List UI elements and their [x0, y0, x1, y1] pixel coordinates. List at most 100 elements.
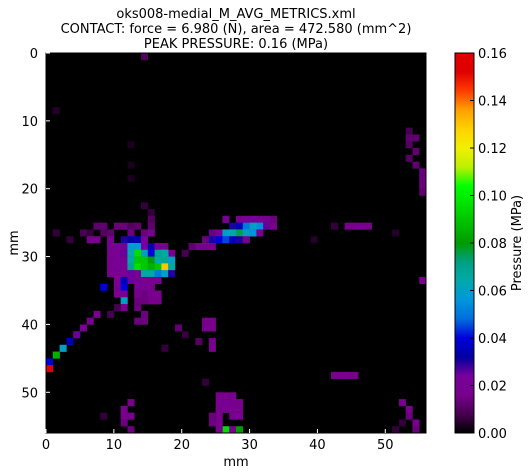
y-tick-label: 10 [21, 115, 38, 130]
heatmap-cell [141, 263, 149, 271]
heatmap-cell [107, 229, 115, 237]
heatmap-cell [127, 141, 135, 149]
colorbar-ticks: 0.00 0.02 0.04 0.06 0.08 0.10 0.12 0.14 0.16 [470, 47, 507, 442]
heatmap-cell [134, 276, 142, 285]
heatmap-cell [113, 222, 121, 230]
x-tick-label: 50 [377, 438, 394, 453]
heatmap-cell [147, 243, 155, 251]
heatmap-cell [202, 378, 210, 386]
heatmap-cell [147, 276, 155, 285]
heatmap-cell [236, 229, 244, 237]
x-tick-label: 40 [309, 438, 326, 453]
y-tick-label: 30 [21, 251, 38, 266]
heatmap-cell [120, 236, 128, 244]
heatmap-cell [195, 338, 203, 346]
heatmap-cell [405, 134, 413, 142]
heatmap-cell [215, 405, 223, 413]
heatmap-cell [46, 365, 54, 373]
heatmap-cell [222, 405, 230, 413]
heatmap-cell [120, 405, 128, 413]
heatmap-cell [134, 304, 142, 312]
title-line-3: PEAK PRESSURE: 0.16 (MPa) [144, 37, 328, 52]
y-axis-ticks: 0 10 20 30 40 50 [21, 47, 50, 401]
heatmap-cell [236, 399, 244, 407]
heatmap-cell [412, 419, 420, 427]
heatmap-cell [134, 256, 142, 264]
heatmap-cell [168, 249, 176, 257]
heatmap-cell [161, 256, 169, 264]
heatmap-cell [242, 215, 250, 223]
heatmap-cell [222, 229, 230, 237]
heatmap-cell [419, 276, 427, 285]
heatmap-cell [331, 222, 339, 230]
y-tick-label: 0 [30, 47, 38, 62]
heatmap-cell [147, 290, 155, 298]
heatmap-cell [141, 317, 149, 325]
heatmap-cell [229, 412, 237, 420]
heatmap-cell [73, 331, 81, 339]
heatmap-cell [86, 317, 94, 325]
heatmap-cell [161, 243, 169, 251]
heatmap-cell [107, 243, 115, 251]
heatmap-cell [236, 236, 244, 244]
heatmap-cell [236, 222, 244, 230]
heatmap-cell [141, 236, 149, 244]
heatmap-cell [229, 236, 237, 244]
heatmap-cell [419, 188, 427, 196]
heatmap-cell [120, 412, 128, 420]
heatmap-cell [100, 229, 108, 237]
heatmap-cell [120, 222, 128, 230]
heatmap-cell [147, 256, 155, 264]
heatmap-cell [215, 426, 223, 434]
heatmap-cell [120, 297, 128, 305]
heatmap-cell [120, 243, 128, 251]
heatmap-cell [358, 222, 366, 230]
heatmap-cell [236, 426, 244, 434]
heatmap-cell [79, 229, 88, 237]
heatmap-cell [208, 338, 216, 346]
heatmap-cell [412, 148, 420, 156]
heatmap-cell [256, 215, 264, 223]
heatmap-cell [113, 249, 121, 257]
heatmap-cell [113, 243, 121, 251]
heatmap-cell [113, 283, 121, 291]
heatmap-cell [215, 412, 223, 420]
heatmap-cell [195, 243, 203, 251]
heatmap-cell [147, 249, 155, 257]
heatmap-cell [120, 304, 128, 312]
heatmap-cell [141, 283, 149, 291]
heatmap-cell [127, 426, 135, 434]
heatmap-cell [134, 283, 142, 291]
heatmap-cell [100, 412, 108, 420]
heatmap-cell [141, 256, 149, 264]
heatmap-cell [154, 276, 162, 285]
heatmap-cell [168, 270, 176, 278]
heatmap-cell [188, 243, 196, 251]
title-line-1: oks008-medial_M_AVG_METRICS.xml [116, 7, 355, 22]
heatmap-cell [242, 229, 250, 237]
heatmap-cell [202, 317, 210, 325]
colorbar-tick-label: 0.00 [478, 427, 507, 442]
heatmap-cell [154, 290, 162, 298]
heatmap-cell [405, 405, 413, 413]
heatmap-cell [263, 215, 271, 223]
heatmap-cell [154, 297, 162, 305]
heatmap-cell [86, 229, 94, 237]
heatmap-cell [208, 243, 216, 251]
heatmap-cell [351, 371, 359, 380]
heatmap-cell [113, 276, 121, 285]
heatmap-cell [127, 276, 135, 285]
heatmap-cell [66, 338, 74, 346]
heatmap-cell [215, 229, 223, 237]
heatmap-cell [344, 222, 352, 230]
heatmap-cell [222, 399, 230, 407]
heatmap-cell [236, 405, 244, 413]
heatmap-cell [215, 236, 223, 244]
heatmap-cell [141, 53, 149, 61]
heatmap-cell [181, 331, 189, 339]
heatmap-cell [113, 270, 121, 278]
heatmap-cell [127, 236, 135, 244]
heatmap-cell [222, 426, 230, 434]
colorbar-tick-label: 0.08 [478, 237, 507, 252]
